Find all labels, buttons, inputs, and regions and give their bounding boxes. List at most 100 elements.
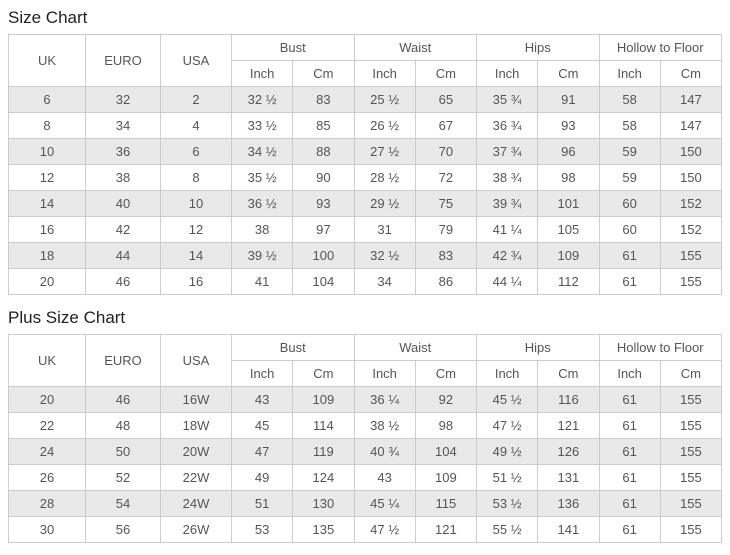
unit-header-cm: Cm — [659, 360, 723, 387]
header-row-groups: UK EURO USA Bust Waist Hips Hollow to Floor — [8, 334, 722, 387]
data-cell: 45 ¼ — [353, 490, 416, 517]
unit-header-cm: Cm — [414, 60, 478, 87]
table-row: 20 46 16W 43 109 36 ¼ 92 45 ½ 116 61 155 — [8, 386, 723, 413]
data-cell: 93 — [537, 112, 600, 139]
column-group-header: Hollow to Floor — [598, 334, 722, 361]
data-cell: 116 — [537, 386, 600, 413]
data-cell: 92 — [414, 386, 478, 413]
data-cell: 109 — [292, 386, 355, 413]
data-cell: 14 — [160, 242, 232, 269]
data-cell: 155 — [659, 268, 723, 295]
data-cell: 83 — [414, 242, 478, 269]
data-cell: 97 — [292, 216, 355, 243]
data-cell: 105 — [537, 216, 600, 243]
data-cell: 38 — [230, 216, 294, 243]
column-header-usa: USA — [160, 34, 232, 87]
data-cell: 45 ½ — [475, 386, 539, 413]
data-cell: 36 — [85, 138, 161, 165]
column-header-uk: UK — [8, 34, 86, 87]
data-cell: 70 — [414, 138, 478, 165]
data-cell: 67 — [414, 112, 478, 139]
data-cell: 152 — [659, 216, 723, 243]
data-cell: 109 — [537, 242, 600, 269]
data-cell: 93 — [292, 190, 355, 217]
data-cell: 155 — [659, 490, 723, 517]
data-cell: 22W — [160, 464, 232, 491]
data-cell: 150 — [659, 138, 723, 165]
header-row-groups: UK EURO USA Bust Waist Hips Hollow to Floor — [8, 34, 722, 87]
data-cell: 28 — [8, 490, 86, 517]
data-cell: 155 — [659, 464, 723, 491]
table-row: 14 40 10 36 ½ 93 29 ½ 75 39 ¾ 101 60 152 — [8, 190, 723, 217]
data-cell: 98 — [537, 164, 600, 191]
data-cell: 35 ¾ — [475, 86, 539, 113]
data-cell: 147 — [659, 112, 723, 139]
data-cell: 75 — [414, 190, 478, 217]
data-cell: 54 — [85, 490, 161, 517]
data-cell: 61 — [598, 438, 661, 465]
data-cell: 20W — [160, 438, 232, 465]
data-cell: 40 — [85, 190, 161, 217]
unit-header-inch: Inch — [475, 60, 539, 87]
data-cell: 52 — [85, 464, 161, 491]
column-header-uk: UK — [8, 334, 86, 387]
data-cell: 20 — [8, 386, 86, 413]
data-cell: 40 ¾ — [353, 438, 416, 465]
data-cell: 46 — [85, 386, 161, 413]
table-row: 8 34 4 33 ½ 85 26 ½ 67 36 ¾ 93 58 147 — [8, 112, 723, 139]
unit-header-inch: Inch — [598, 360, 661, 387]
table-row: 28 54 24W 51 130 45 ¼ 115 53 ½ 136 61 155 — [8, 490, 723, 517]
column-group-header: Hollow to Floor — [598, 34, 722, 61]
data-cell: 150 — [659, 164, 723, 191]
column-group-header: Hips — [476, 334, 600, 361]
data-cell: 51 ½ — [475, 464, 539, 491]
data-cell: 42 ¾ — [475, 242, 539, 269]
column-group-header: Bust — [231, 34, 355, 61]
unit-header-inch: Inch — [475, 360, 539, 387]
unit-header-cm: Cm — [414, 360, 478, 387]
data-cell: 100 — [292, 242, 355, 269]
unit-header-inch: Inch — [598, 60, 661, 87]
unit-header-cm: Cm — [537, 60, 600, 87]
data-cell: 32 — [85, 86, 161, 113]
data-cell: 124 — [292, 464, 355, 491]
data-cell: 12 — [160, 216, 232, 243]
data-cell: 20 — [8, 268, 86, 295]
column-group-header: Waist — [353, 334, 477, 361]
data-cell: 61 — [598, 242, 661, 269]
data-cell: 42 — [85, 216, 161, 243]
data-cell: 48 — [85, 412, 161, 439]
data-cell: 45 — [230, 412, 294, 439]
data-cell: 155 — [659, 412, 723, 439]
table-row: 10 36 6 34 ½ 88 27 ½ 70 37 ¾ 96 59 150 — [8, 138, 723, 165]
data-cell: 61 — [598, 412, 661, 439]
data-cell: 130 — [292, 490, 355, 517]
data-cell: 26 — [8, 464, 86, 491]
data-cell: 86 — [414, 268, 478, 295]
unit-header-cm: Cm — [659, 60, 723, 87]
data-cell: 61 — [598, 268, 661, 295]
data-cell: 44 — [85, 242, 161, 269]
data-cell: 47 ½ — [475, 412, 539, 439]
table-row: 6 32 2 32 ½ 83 25 ½ 65 35 ¾ 91 58 147 — [8, 86, 723, 113]
data-cell: 31 — [353, 216, 416, 243]
data-cell: 38 ¾ — [475, 164, 539, 191]
data-cell: 59 — [598, 164, 661, 191]
data-cell: 91 — [537, 86, 600, 113]
column-header-usa: USA — [160, 334, 232, 387]
unit-header-inch: Inch — [230, 60, 294, 87]
data-cell: 8 — [160, 164, 232, 191]
data-cell: 126 — [537, 438, 600, 465]
size-chart-table: UK EURO USA Bust Waist Hips Hollow to Floor Inc… — [8, 34, 723, 295]
data-cell: 16 — [8, 216, 86, 243]
data-cell: 49 ½ — [475, 438, 539, 465]
data-cell: 6 — [8, 86, 86, 113]
data-cell: 41 — [230, 268, 294, 295]
unit-header-inch: Inch — [353, 360, 416, 387]
data-cell: 2 — [160, 86, 232, 113]
data-cell: 38 — [85, 164, 161, 191]
data-cell: 36 ½ — [230, 190, 294, 217]
data-cell: 18W — [160, 412, 232, 439]
data-cell: 25 ½ — [353, 86, 416, 113]
data-cell: 46 — [85, 268, 161, 295]
